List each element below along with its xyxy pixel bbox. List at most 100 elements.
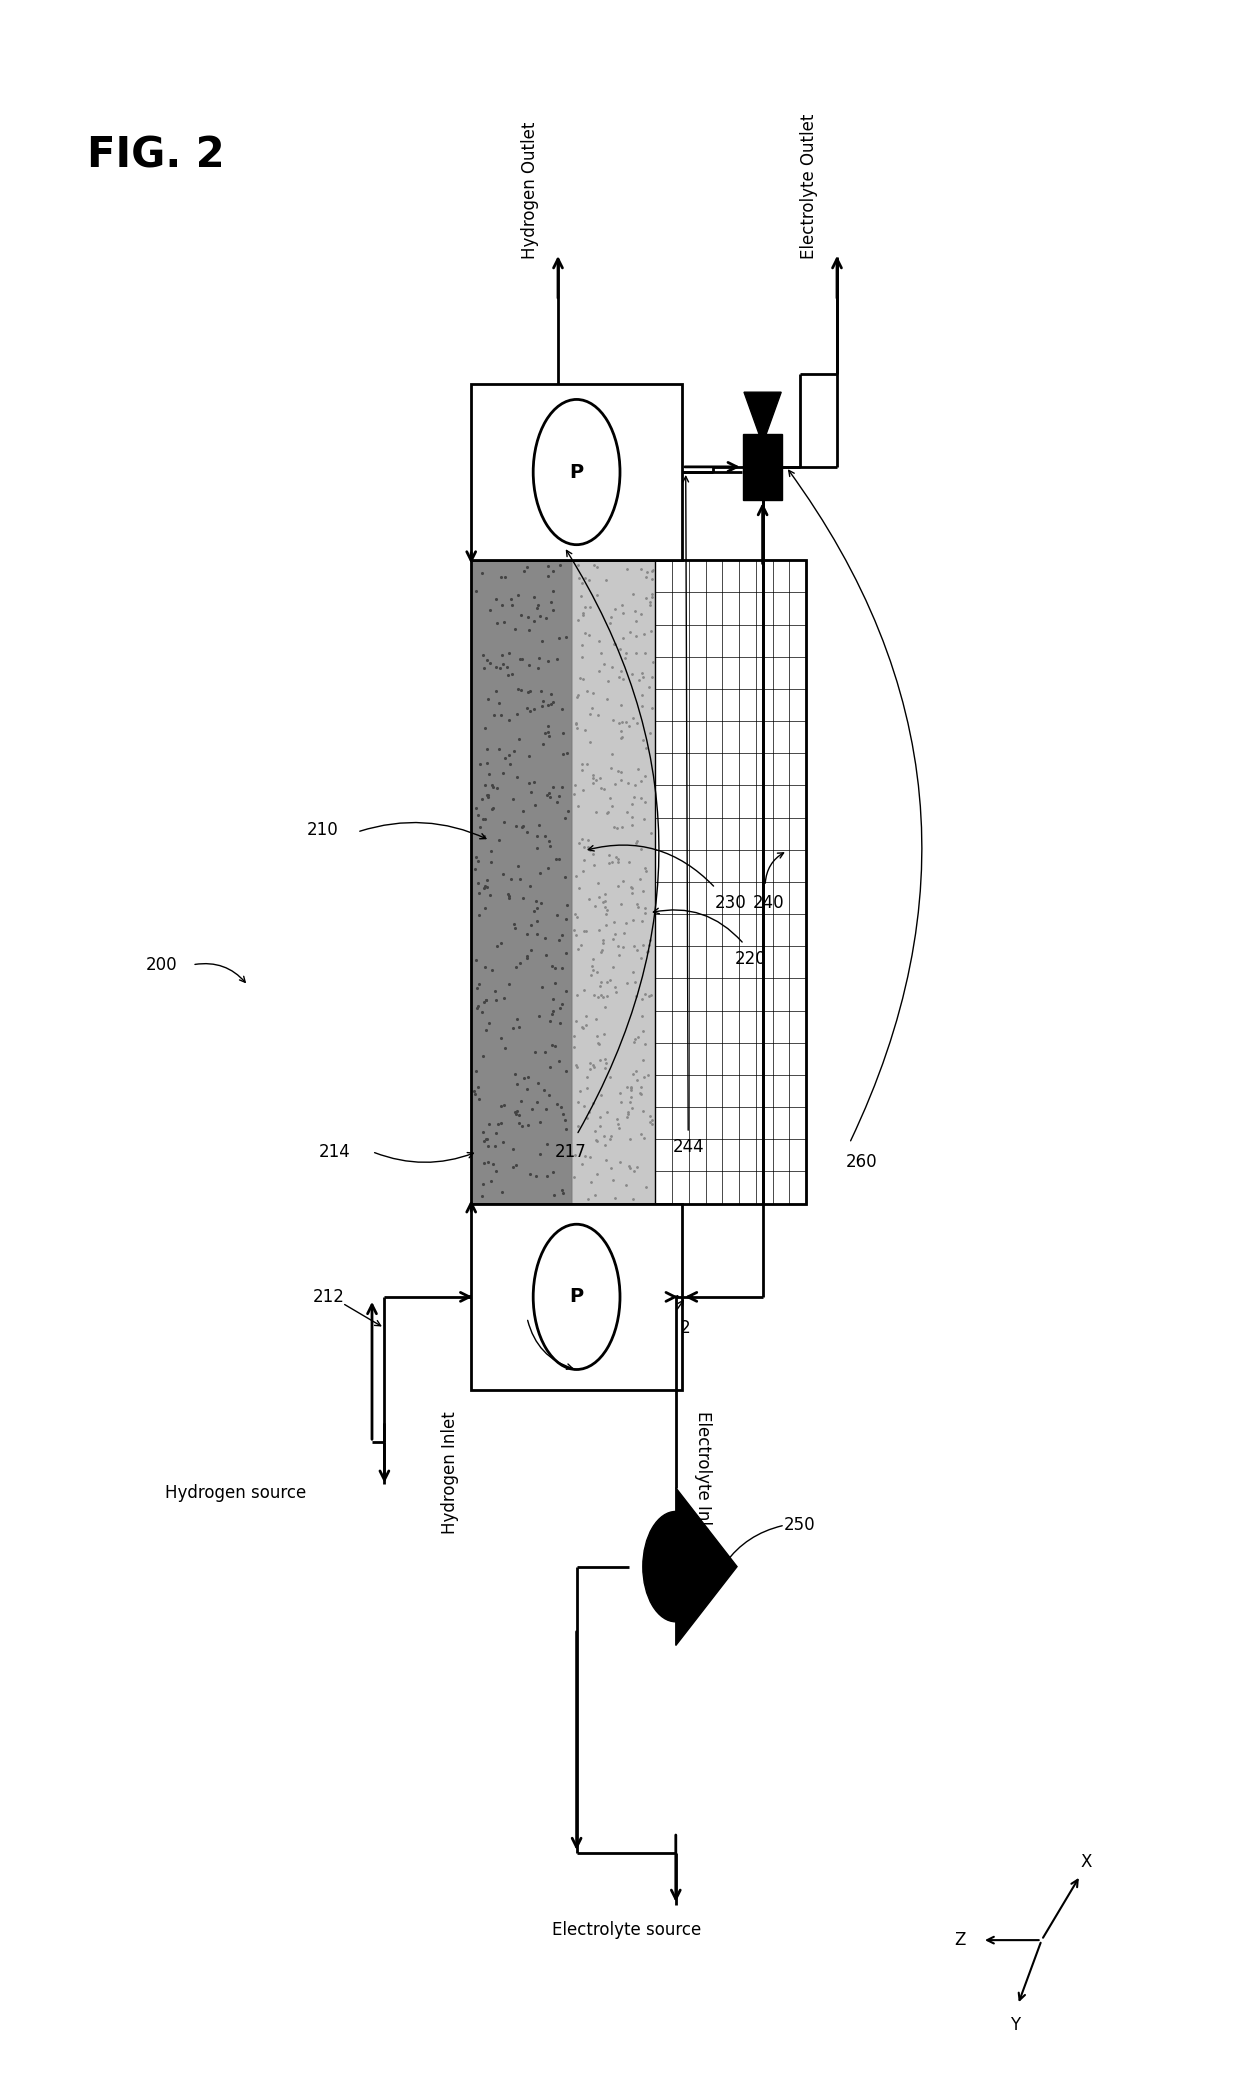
Point [525, 894, 544, 928]
Point [595, 890, 615, 923]
Point [528, 641, 548, 674]
Point [611, 720, 631, 753]
Point [609, 755, 629, 788]
Point [621, 1071, 641, 1104]
Point [520, 674, 539, 708]
Point [492, 639, 512, 672]
Point [618, 1098, 637, 1131]
Point [529, 1000, 549, 1033]
Point [580, 1166, 600, 1199]
Point [518, 674, 538, 708]
Point [546, 1029, 565, 1062]
Point [622, 701, 642, 735]
Point [618, 1102, 637, 1135]
Point [636, 732, 656, 766]
Point [588, 1027, 608, 1060]
Point [495, 741, 515, 774]
Point [565, 898, 585, 932]
Point [610, 708, 630, 741]
Text: 215: 215 [492, 1330, 525, 1347]
Point [564, 1029, 584, 1062]
Point [518, 1060, 538, 1094]
Point [492, 757, 512, 791]
Point [557, 1112, 577, 1145]
Point [510, 722, 529, 755]
Point [591, 1079, 611, 1112]
Point [608, 1108, 627, 1141]
Point [641, 979, 661, 1013]
Bar [471, 384, 682, 560]
Point [508, 1100, 528, 1133]
Text: X: X [1080, 1853, 1092, 1872]
Point [640, 716, 660, 749]
Point [474, 1166, 494, 1199]
Point [481, 834, 501, 867]
Point [590, 1110, 610, 1143]
Point [640, 930, 660, 963]
Point [618, 967, 637, 1000]
Point [532, 971, 552, 1004]
Point [520, 766, 539, 799]
Point [588, 550, 608, 583]
Point [474, 652, 494, 685]
Point [538, 550, 558, 583]
Point [610, 633, 630, 666]
Point [520, 647, 539, 681]
Point [613, 589, 632, 622]
Point [500, 882, 520, 915]
Point [627, 1064, 647, 1098]
Point [475, 950, 495, 984]
Point [589, 913, 609, 946]
Point [614, 917, 634, 950]
Point [620, 1123, 640, 1156]
Point [631, 598, 651, 631]
Point [517, 940, 537, 973]
Point [616, 706, 636, 739]
Point [627, 934, 647, 967]
Point [558, 795, 578, 828]
Point [491, 1021, 511, 1054]
Point [627, 1150, 647, 1183]
Point [506, 1098, 526, 1131]
Point [551, 548, 570, 581]
Point [564, 1160, 584, 1193]
Point [485, 1129, 505, 1162]
Point [538, 716, 558, 749]
Point [618, 552, 637, 585]
Point [527, 1085, 547, 1118]
Point [575, 616, 595, 649]
Point [640, 585, 660, 618]
Point [642, 645, 662, 679]
Point [598, 795, 618, 828]
Point [546, 842, 565, 876]
Point [525, 581, 544, 614]
Point [573, 774, 593, 807]
Point [587, 579, 606, 612]
Point [616, 907, 636, 940]
Point [584, 836, 604, 869]
Point [520, 614, 539, 647]
Point [584, 1050, 604, 1083]
Point [533, 685, 553, 718]
Point [610, 654, 630, 687]
Point [605, 971, 625, 1004]
Point [500, 967, 520, 1000]
Point [635, 786, 655, 820]
Point [609, 1112, 629, 1145]
Point [624, 577, 644, 610]
Text: Electrolyte Outlet: Electrolyte Outlet [800, 114, 818, 259]
Point [630, 1077, 650, 1110]
Point [527, 905, 547, 938]
Point [469, 1083, 489, 1116]
Point [543, 1156, 563, 1189]
Point [521, 869, 541, 903]
Point [632, 1044, 652, 1077]
Point [590, 762, 610, 795]
Text: 230: 230 [714, 894, 746, 911]
Point [527, 917, 547, 950]
Point [507, 759, 527, 793]
Point [629, 664, 649, 697]
Point [631, 1116, 651, 1150]
Point [620, 1085, 640, 1118]
Point [634, 874, 653, 907]
